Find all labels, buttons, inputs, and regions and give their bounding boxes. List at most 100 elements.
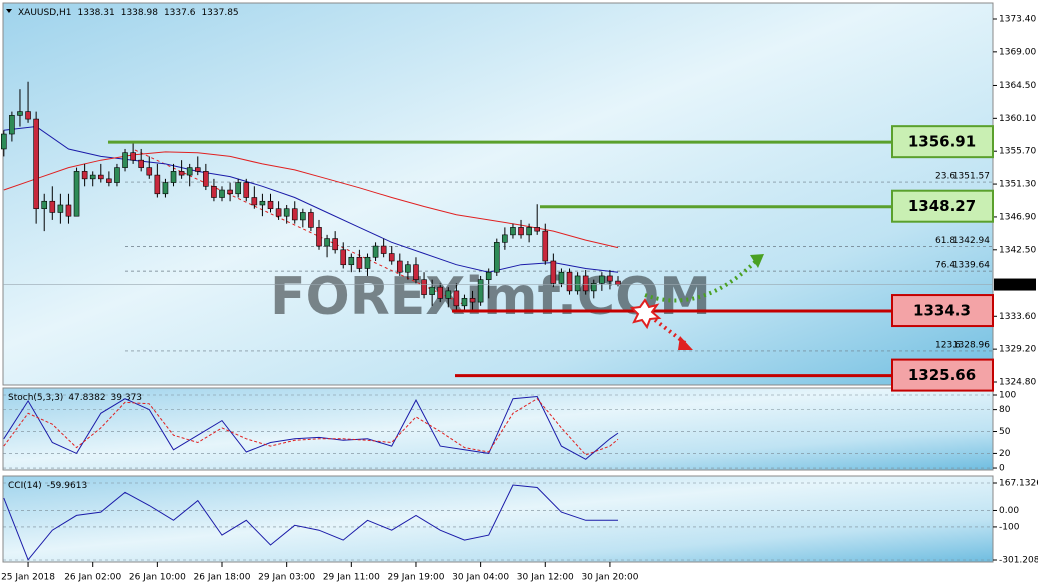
y-tick-label: 0.00 [999,506,1019,516]
header-value: 1338.31 [78,8,115,18]
candle-body [49,200,56,213]
x-tick-label: 26 Jan 02:00 [64,573,121,583]
y-tick-label: 1373.40 [999,14,1036,24]
menu-icon [6,9,12,13]
candle-body [388,253,395,262]
candle-body [332,238,338,251]
x-tick-label: 26 Jan 10:00 [129,573,186,583]
candle-body [41,200,48,210]
candle-body [316,227,322,247]
y-tick-label: 167.1326 [999,478,1038,488]
candle-body [477,279,484,303]
candle-body [364,256,371,269]
level-box [891,189,994,223]
candle-body [469,298,476,303]
candle-body [170,171,177,183]
level-box [891,294,994,328]
header-value: 1337.6 [164,8,196,18]
candle-body [485,271,492,280]
candle-body [445,290,452,299]
level-label: 1348.27 [908,197,976,215]
up-arrow-head [750,254,764,268]
main-panel [2,2,994,386]
indicator-line [3,125,619,273]
candle-body [502,234,508,243]
candle-body [437,286,444,299]
candle-body [154,174,161,195]
annotations [629,254,764,350]
cci-panel [2,475,994,563]
x-tick-label: 30 Jan 20:00 [581,573,638,583]
x-tick-label: 30 Jan 12:00 [517,573,574,583]
candle-body [17,111,23,116]
panel-header: Stoch(5,3,3) 47.8382 39.373 [8,393,142,403]
indicator-line [3,395,619,460]
level-box [891,125,994,159]
candle-body [421,279,427,295]
candle-body [235,182,241,195]
candle-body [291,208,298,221]
x-tick-label: 30 Jan 04:00 [452,573,509,583]
header-value: 47.8382 [68,393,105,403]
x-tick-label: 26 Jan 18:00 [194,573,251,583]
candle-body [574,275,581,292]
candle-body [138,159,144,168]
y-tick-label: 20 [999,449,1011,459]
up-arrow [644,260,757,303]
candle-body [219,189,225,198]
candle-body [267,200,274,210]
y-tick-label: 50 [999,427,1011,437]
level-label: 1334.3 [913,302,971,320]
price-label: 1337.85 [998,280,1035,290]
header-value: 1337.85 [201,8,238,18]
candle-body [57,204,64,213]
candle-body [510,227,516,236]
candle-body [615,280,621,285]
level-label: 1325.66 [908,366,976,384]
y-tick-label: 100 [999,391,1016,401]
candle-body [340,249,347,266]
candle-body [178,171,185,176]
y-tick-label: 1342.50 [999,245,1036,255]
y-tick-label: 80 [999,405,1011,415]
y-tick-label: 1333.60 [999,312,1036,322]
header-value: 1338.98 [121,8,158,18]
candle-body [582,275,589,292]
candle-body [194,167,201,172]
panel-header: CCI(14) -59.9613 [8,481,87,491]
panel-title: Stoch(5,3,3) [8,393,63,403]
fib-value: 1342.94 [953,236,990,246]
candle-body [461,298,468,307]
panel-title: XAUUSD,H1 [18,8,72,18]
candle-body [186,167,193,176]
candle-body [283,208,290,217]
candle-body [550,260,557,284]
candle-body [405,264,411,273]
stoch-panel [2,387,994,471]
y-tick-label: 0 [999,464,1005,474]
down-arrow-head [678,336,693,350]
indicator-line [3,398,619,456]
candle-body [259,200,266,206]
candle-body [372,245,379,258]
fib-value: 1351.57 [953,172,990,182]
candle-body [493,242,500,273]
candle-body [227,189,233,195]
y-tick-label: 1360.10 [999,114,1036,124]
candle-body [607,275,613,282]
header-value: -59.9613 [47,481,87,491]
fib-value: 1328.96 [953,340,990,350]
break-star [629,298,662,330]
fib-value: 1339.64 [953,261,990,271]
x-tick-label: 29 Jan 19:00 [387,573,444,583]
candle-body [308,212,314,228]
candle-body [558,271,565,284]
candle-body [348,256,355,266]
candle-body [203,171,209,187]
x-tick-label: 29 Jan 03:00 [258,573,315,583]
candle-body [542,230,549,262]
candle-body [300,212,306,221]
y-tick-label: -301.2084 [999,555,1038,565]
header-value: 39.373 [111,393,143,403]
